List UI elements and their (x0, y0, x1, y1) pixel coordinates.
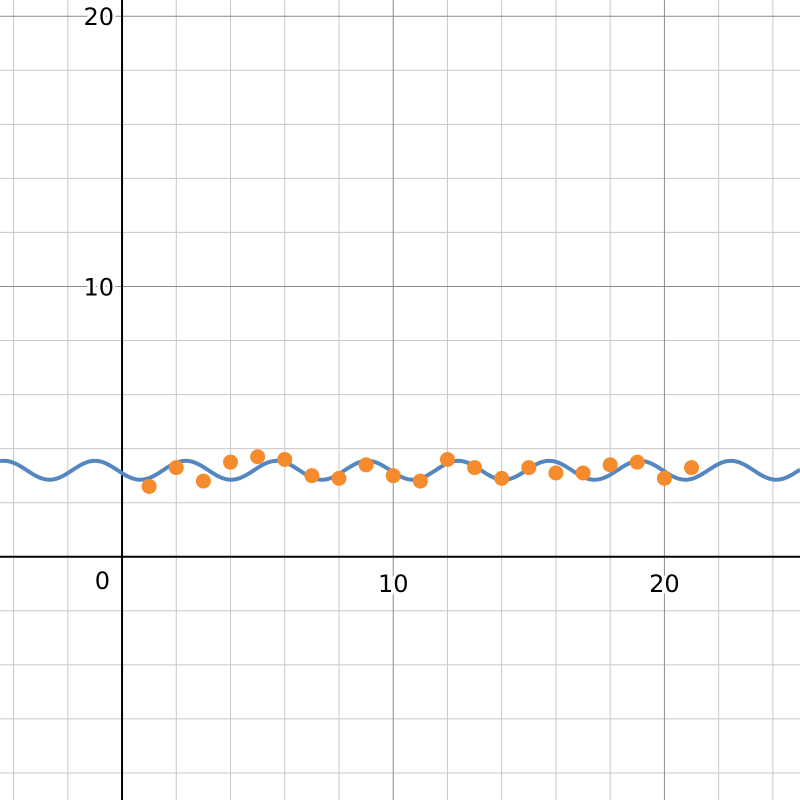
data-point[interactable] (141, 478, 157, 494)
data-point[interactable] (602, 457, 618, 473)
data-point[interactable] (304, 468, 320, 484)
data-point[interactable] (656, 470, 672, 486)
data-point[interactable] (494, 470, 510, 486)
data-point[interactable] (358, 457, 374, 473)
data-point[interactable] (629, 454, 645, 470)
data-point[interactable] (412, 473, 428, 489)
data-point[interactable] (195, 473, 211, 489)
data-point[interactable] (439, 451, 455, 467)
data-point[interactable] (467, 460, 483, 476)
points-layer (141, 449, 700, 494)
data-point[interactable] (575, 465, 591, 481)
y-tick-label: 10 (83, 273, 114, 301)
tick-labels: 0 10 20 10 20 (80, 0, 682, 601)
x-tick-label-origin: 0 (95, 567, 110, 595)
data-point[interactable] (684, 460, 700, 476)
x-tick-label: 10 (378, 570, 409, 598)
data-point[interactable] (548, 465, 564, 481)
data-point[interactable] (385, 468, 401, 484)
x-tick-label: 20 (649, 570, 680, 598)
data-point[interactable] (331, 470, 347, 486)
y-tick-label: 20 (83, 3, 114, 31)
data-point[interactable] (250, 449, 266, 465)
data-point[interactable] (168, 460, 184, 476)
data-point[interactable] (223, 454, 239, 470)
data-point[interactable] (277, 451, 293, 467)
data-point[interactable] (521, 460, 537, 476)
